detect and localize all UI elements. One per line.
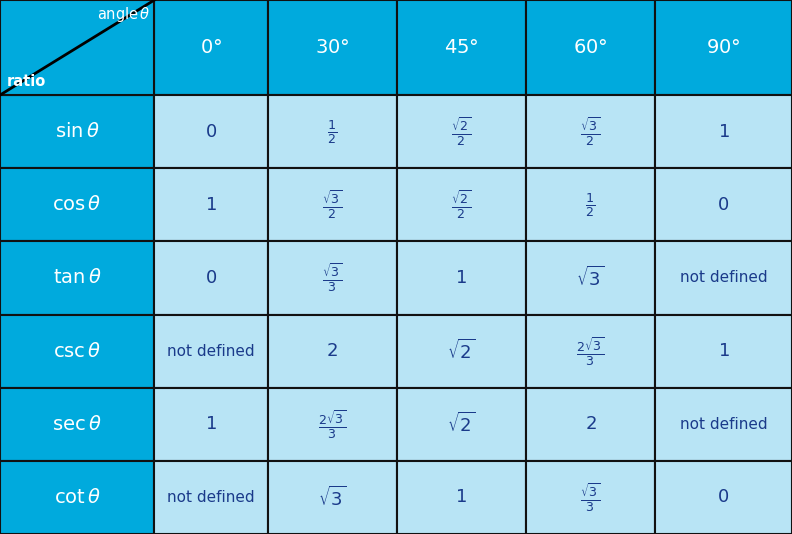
Bar: [655, 315, 792, 388]
Bar: [397, 241, 526, 315]
Text: $60°$: $60°$: [573, 38, 607, 57]
Bar: [0, 241, 154, 315]
Bar: [526, 241, 655, 315]
Text: $30°$: $30°$: [315, 38, 349, 57]
Text: $\mathrm{sec}\,\theta$: $\mathrm{sec}\,\theta$: [52, 415, 102, 434]
Bar: [154, 168, 268, 241]
Bar: [397, 95, 526, 168]
Text: $\frac{\sqrt{3}}{3}$: $\frac{\sqrt{3}}{3}$: [581, 481, 600, 514]
Text: $0$: $0$: [205, 269, 217, 287]
Text: ratio: ratio: [6, 74, 46, 89]
Text: $\frac{2\sqrt{3}}{3}$: $\frac{2\sqrt{3}}{3}$: [577, 335, 604, 367]
Bar: [0, 95, 154, 168]
Text: $2$: $2$: [584, 415, 596, 433]
Bar: [655, 168, 792, 241]
Text: $\frac{1}{2}$: $\frac{1}{2}$: [585, 191, 596, 219]
Bar: [397, 461, 526, 534]
Text: $0$: $0$: [718, 489, 729, 506]
Text: $\sqrt{2}$: $\sqrt{2}$: [447, 412, 475, 436]
Bar: [268, 168, 397, 241]
Text: $\mathrm{sin}\,\theta$: $\mathrm{sin}\,\theta$: [55, 122, 100, 141]
Text: $90°$: $90°$: [706, 38, 741, 57]
Bar: [268, 315, 397, 388]
Bar: [268, 461, 397, 534]
Bar: [397, 0, 526, 95]
Text: $1$: $1$: [205, 196, 217, 214]
Bar: [655, 95, 792, 168]
Text: $\frac{\sqrt{2}}{2}$: $\frac{\sqrt{2}}{2}$: [451, 189, 471, 221]
Bar: [526, 168, 655, 241]
Bar: [268, 388, 397, 461]
Text: not defined: not defined: [680, 417, 767, 432]
Bar: [154, 0, 268, 95]
Text: $\mathrm{cot}\,\theta$: $\mathrm{cot}\,\theta$: [54, 488, 101, 507]
Text: $45°$: $45°$: [444, 38, 478, 57]
Bar: [0, 388, 154, 461]
Text: $\sqrt{3}$: $\sqrt{3}$: [577, 266, 604, 290]
Text: $0$: $0$: [205, 123, 217, 140]
Text: $\mathrm{tan}\,\theta$: $\mathrm{tan}\,\theta$: [53, 269, 101, 287]
Bar: [526, 0, 655, 95]
Text: $\mathrm{csc}\,\theta$: $\mathrm{csc}\,\theta$: [53, 342, 101, 360]
Text: $1$: $1$: [718, 342, 729, 360]
Text: $\mathrm{angle}\,\theta$: $\mathrm{angle}\,\theta$: [97, 5, 150, 25]
Text: $2$: $2$: [326, 342, 338, 360]
Bar: [655, 388, 792, 461]
Bar: [526, 95, 655, 168]
Bar: [655, 0, 792, 95]
Text: $1$: $1$: [455, 269, 467, 287]
Text: not defined: not defined: [680, 270, 767, 286]
Bar: [154, 388, 268, 461]
Bar: [0, 315, 154, 388]
Text: $1$: $1$: [718, 123, 729, 140]
Bar: [154, 461, 268, 534]
Bar: [268, 0, 397, 95]
Bar: [526, 461, 655, 534]
Text: $\frac{2\sqrt{3}}{3}$: $\frac{2\sqrt{3}}{3}$: [318, 408, 346, 441]
Text: $\sqrt{3}$: $\sqrt{3}$: [318, 485, 346, 509]
Text: $1$: $1$: [205, 415, 217, 433]
Text: $\frac{\sqrt{2}}{2}$: $\frac{\sqrt{2}}{2}$: [451, 115, 471, 148]
Text: $\frac{1}{2}$: $\frac{1}{2}$: [327, 117, 337, 146]
Bar: [655, 241, 792, 315]
Bar: [526, 315, 655, 388]
Bar: [397, 315, 526, 388]
Bar: [397, 388, 526, 461]
Text: $0°$: $0°$: [200, 38, 223, 57]
Bar: [526, 388, 655, 461]
Bar: [268, 95, 397, 168]
Bar: [0, 0, 154, 95]
Text: $\frac{\sqrt{3}}{3}$: $\frac{\sqrt{3}}{3}$: [322, 262, 342, 294]
Text: $\mathrm{cos}\,\theta$: $\mathrm{cos}\,\theta$: [52, 195, 102, 214]
Bar: [0, 461, 154, 534]
Bar: [0, 168, 154, 241]
Text: $1$: $1$: [455, 489, 467, 506]
Bar: [397, 168, 526, 241]
Text: $\frac{\sqrt{3}}{2}$: $\frac{\sqrt{3}}{2}$: [322, 189, 342, 221]
Text: $0$: $0$: [718, 196, 729, 214]
Bar: [154, 315, 268, 388]
Bar: [154, 95, 268, 168]
Text: $\sqrt{2}$: $\sqrt{2}$: [447, 339, 475, 363]
Text: not defined: not defined: [167, 490, 255, 505]
Text: $\frac{\sqrt{3}}{2}$: $\frac{\sqrt{3}}{2}$: [581, 115, 600, 148]
Bar: [268, 241, 397, 315]
Bar: [154, 241, 268, 315]
Text: not defined: not defined: [167, 343, 255, 359]
Bar: [655, 461, 792, 534]
